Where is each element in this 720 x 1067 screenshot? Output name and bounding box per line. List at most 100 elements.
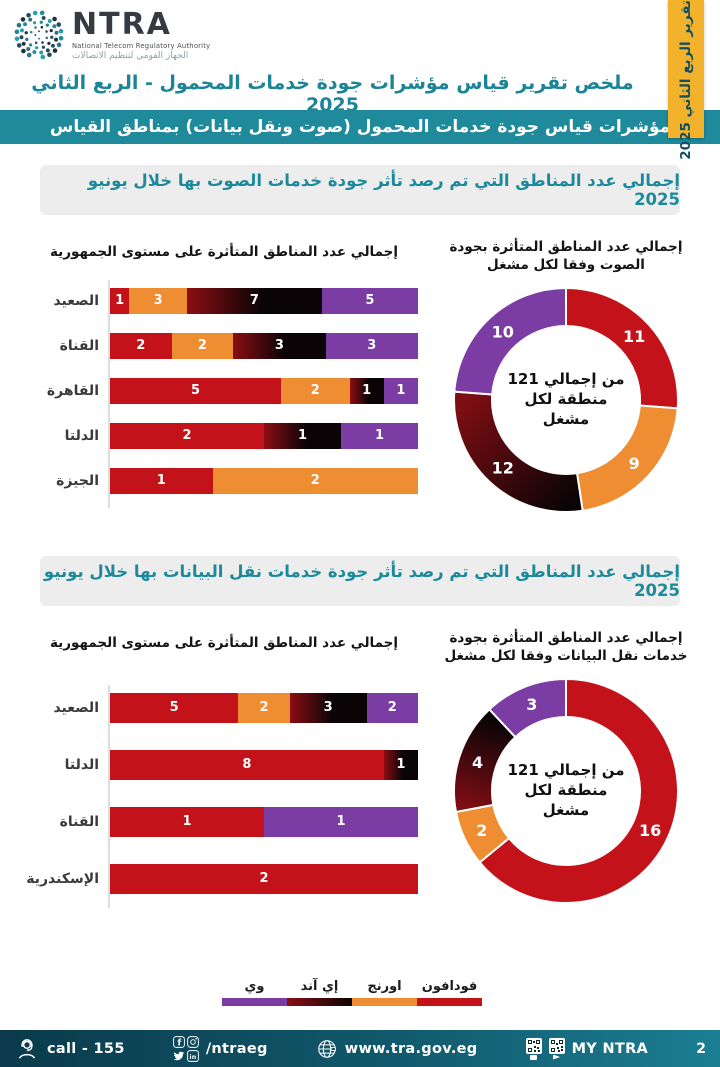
bar-category-label: الدلتا (64, 756, 99, 773)
bar-segment-we: 2 (366, 692, 418, 723)
website-link[interactable]: www.tra.gov.eg (316, 1038, 478, 1060)
social-handle-label: /ntraeg (205, 1040, 268, 1057)
bar-row: القاهرة 5 2 1 1 (30, 377, 418, 404)
qr-code-icon (548, 1037, 565, 1054)
bar-segment-eand: 7 (187, 287, 322, 314)
call-center[interactable]: call - 155 (14, 1036, 125, 1062)
bar-segment-vodafone: 1 (110, 287, 130, 314)
facebook-icon[interactable]: f (172, 1035, 185, 1048)
legend-swatch-eand (287, 997, 352, 1006)
bar-segment-vodafone: 5 (110, 692, 239, 723)
bar-segment-eand: 1 (264, 422, 341, 449)
donut-svg: 11 9 12 10 (453, 287, 679, 514)
bar-category-label: الإسكندرية (26, 870, 99, 887)
legend-label: وي (244, 978, 265, 994)
bar-segment-eand: 3 (233, 332, 326, 359)
donut-value-label: 10 (492, 322, 514, 341)
donut-segment-we (487, 678, 567, 739)
bar-track: 2 (110, 863, 418, 894)
bar-segment-vodafone: 1 (110, 806, 264, 837)
logo-subtitle-en: National Telecom Regulatory Authority (72, 41, 211, 50)
bar-chart-title: إجمالي عدد المناطق المتأثرة على مستوى ال… (49, 244, 399, 260)
legend-item-we: وي (222, 979, 287, 1006)
bar-chart-title: إجمالي عدد المناطق المتأثرة على مستوى ال… (49, 635, 399, 652)
bar-row: القناة 1 1 (30, 806, 418, 837)
logo-wordmark: NTRA (72, 6, 172, 42)
donut-chart-title: إجمالي عدد المناطق المتأثرة بجودة الصوت … (449, 239, 683, 273)
my-ntra-label: MY NTRA (571, 1040, 649, 1057)
headset-agent-icon (18, 1038, 36, 1059)
svg-text:f: f (177, 1038, 181, 1048)
donut-value-label: 11 (623, 327, 645, 346)
bar-category-label: الدلتا (64, 427, 99, 444)
donut-value-label: 2 (476, 821, 487, 840)
bar-segment-we: 1 (383, 377, 418, 404)
bar-segment-orange: 2 (281, 377, 350, 404)
bar-segment-vodafone: 2 (110, 422, 264, 449)
data-stacked-bar-chart: الصعيد 5 2 3 2 الدلتا 8 1 القناة 1 1 الإسكندرية 2 (26, 684, 418, 908)
page-number: 2 (696, 1040, 706, 1057)
social-links[interactable]: f in /ntraeg (172, 1035, 268, 1062)
operators-legend: وي إي آند اورنج فودافون (222, 979, 482, 1006)
bar-row: الإسكندرية 2 (26, 863, 418, 894)
instagram-icon[interactable] (186, 1035, 199, 1048)
legend-item-vodafone: فودافون (417, 979, 482, 1006)
bar-segment-vodafone: 2 (110, 863, 418, 894)
legend-item-orange: اورنج (352, 979, 417, 1006)
bar-row: الدلتا 8 1 (30, 749, 418, 780)
call-number-label: call - 155 (47, 1040, 125, 1057)
playstore-icon (553, 1054, 561, 1060)
donut-value-label: 16 (639, 821, 661, 840)
qr-appstore[interactable] (525, 1037, 542, 1060)
bar-row: الصعيد 1 3 7 5 (30, 287, 418, 314)
data-quality-section: إجمالي عدد المناطق التي تم رصد تأثر جودة… (0, 556, 720, 921)
legend-label: إي آند (300, 978, 339, 994)
donut-segment-vodafone (478, 678, 679, 905)
donut-value-label: 9 (629, 454, 640, 473)
donut-center-note: من إجمالي 121 منطقة لكل مشغل (507, 370, 625, 428)
bar-segment-we: 1 (264, 806, 418, 837)
bar-row: الصعيد 5 2 3 2 (30, 692, 418, 723)
linkedin-icon[interactable]: in (186, 1049, 199, 1062)
report-subtitle-banner: مؤشرات قياس جودة خدمات المحمول (صوت ونقل… (0, 110, 720, 144)
ntra-dots-globe-icon (14, 10, 64, 60)
bar-category-label: القناة (59, 337, 99, 354)
bar-segment-orange: 3 (129, 287, 187, 314)
bar-category-label: القاهرة (46, 382, 99, 399)
my-ntra-app[interactable]: MY NTRA (525, 1037, 649, 1060)
legend-item-eand: إي آند (287, 979, 352, 1006)
bar-row: الدلتا 2 1 1 (30, 422, 418, 449)
section-banner: إجمالي عدد المناطق التي تم رصد تأثر جودة… (40, 556, 680, 607)
voice-stacked-bar-chart: الصعيد 1 3 7 5 القناة 2 2 3 3 القاهرة 5 2 1 1 الدلتا 2 1 1… (30, 279, 418, 508)
social-icons: f in (172, 1035, 199, 1062)
quarter-ribbon: تقرير الربع الثاني 2025 (668, 0, 704, 160)
bar-category-label: الصعيد (53, 292, 99, 309)
section-banner: إجمالي عدد المناطق التي تم رصد تأثر جودة… (40, 165, 680, 215)
donut-value-label: 4 (472, 753, 483, 772)
globe-icon (317, 1039, 336, 1058)
logo-subtitle-ar: الجهاز القومي لتنظيم الاتصالات (72, 50, 189, 61)
website-url-label: www.tra.gov.eg (344, 1040, 478, 1057)
quarter-ribbon-label: تقرير الربع الثاني 2025 (678, 0, 694, 160)
qr-playstore[interactable] (548, 1037, 565, 1060)
legend-label: فودافون (421, 978, 478, 994)
ntra-logo: NTRA National Telecom Regulatory Authori… (12, 8, 210, 62)
bar-segment-eand: 1 (349, 377, 384, 404)
donut-center-note: من إجمالي 121 منطقة لكل مشغل (507, 761, 625, 820)
bar-segment-orange: 2 (212, 467, 418, 494)
donut-chart-title: إجمالي عدد المناطق المتأثرة بجودة خدمات … (444, 630, 688, 664)
voice-donut-chart: 11 9 12 10 من إجمالي 121 منطقة لكل مشغل (446, 280, 686, 520)
legend-swatch-we (222, 997, 287, 1006)
legend-label: اورنج (367, 978, 402, 994)
appstore-icon (530, 1054, 538, 1060)
donut-segment-we (453, 287, 567, 396)
donut-value-label: 3 (526, 695, 537, 714)
bar-category-label: الصعيد (53, 699, 99, 716)
twitter-icon[interactable] (173, 1050, 185, 1062)
